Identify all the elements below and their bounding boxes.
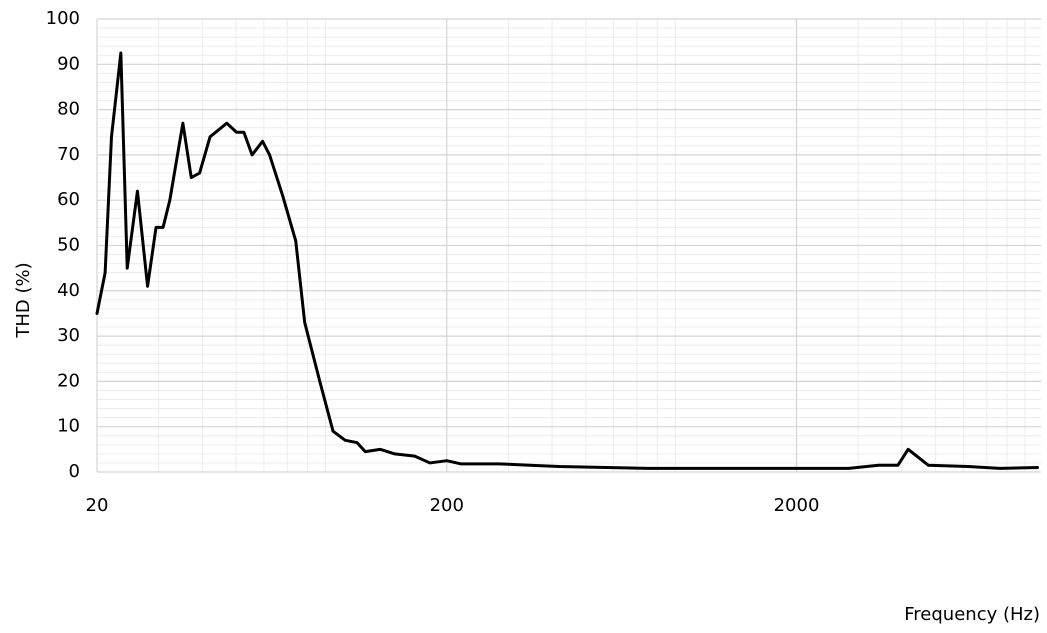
y-tick-label: 60 bbox=[57, 189, 80, 210]
x-tick-label: 200 bbox=[430, 495, 464, 516]
x-tick-label: 2000 bbox=[774, 495, 820, 516]
y-tick-label: 70 bbox=[57, 144, 80, 165]
x-tick-label: 20 bbox=[86, 495, 109, 516]
y-tick-label: 80 bbox=[57, 99, 80, 120]
data-line bbox=[95, 51, 1039, 470]
y-tick-label: 0 bbox=[69, 461, 80, 482]
y-tick-label: 90 bbox=[57, 53, 80, 74]
y-tick-label: 50 bbox=[57, 235, 80, 256]
x-axis-label: Frequency (Hz) bbox=[904, 604, 1040, 625]
y-tick-label: 10 bbox=[57, 416, 80, 437]
y-tick-label: 100 bbox=[46, 8, 80, 29]
y-tick-label: 20 bbox=[57, 370, 80, 391]
y-tick-label: 30 bbox=[57, 325, 80, 346]
y-tick-label: 40 bbox=[57, 280, 80, 301]
y-axis-label: THD (%) bbox=[13, 262, 34, 338]
